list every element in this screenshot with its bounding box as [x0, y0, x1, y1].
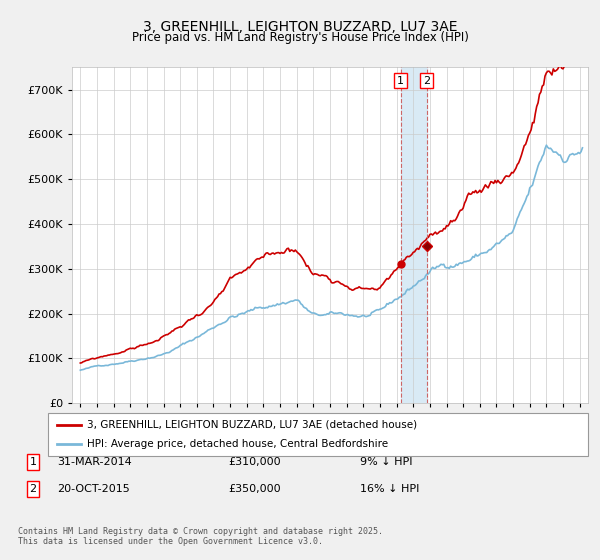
Text: 1: 1 — [29, 457, 37, 467]
Text: 16% ↓ HPI: 16% ↓ HPI — [360, 484, 419, 494]
Text: 9% ↓ HPI: 9% ↓ HPI — [360, 457, 413, 467]
Text: Contains HM Land Registry data © Crown copyright and database right 2025.
This d: Contains HM Land Registry data © Crown c… — [18, 526, 383, 546]
Text: £350,000: £350,000 — [228, 484, 281, 494]
Text: 31-MAR-2014: 31-MAR-2014 — [57, 457, 132, 467]
Text: 3, GREENHILL, LEIGHTON BUZZARD, LU7 3AE: 3, GREENHILL, LEIGHTON BUZZARD, LU7 3AE — [143, 20, 457, 34]
Text: Price paid vs. HM Land Registry's House Price Index (HPI): Price paid vs. HM Land Registry's House … — [131, 31, 469, 44]
Text: £310,000: £310,000 — [228, 457, 281, 467]
Text: 20-OCT-2015: 20-OCT-2015 — [57, 484, 130, 494]
Text: 2: 2 — [29, 484, 37, 494]
Bar — [401, 67, 427, 403]
Text: 2: 2 — [423, 76, 430, 86]
Text: HPI: Average price, detached house, Central Bedfordshire: HPI: Average price, detached house, Cent… — [87, 439, 388, 449]
Text: 3, GREENHILL, LEIGHTON BUZZARD, LU7 3AE (detached house): 3, GREENHILL, LEIGHTON BUZZARD, LU7 3AE … — [87, 420, 417, 430]
Text: 1: 1 — [397, 76, 404, 86]
